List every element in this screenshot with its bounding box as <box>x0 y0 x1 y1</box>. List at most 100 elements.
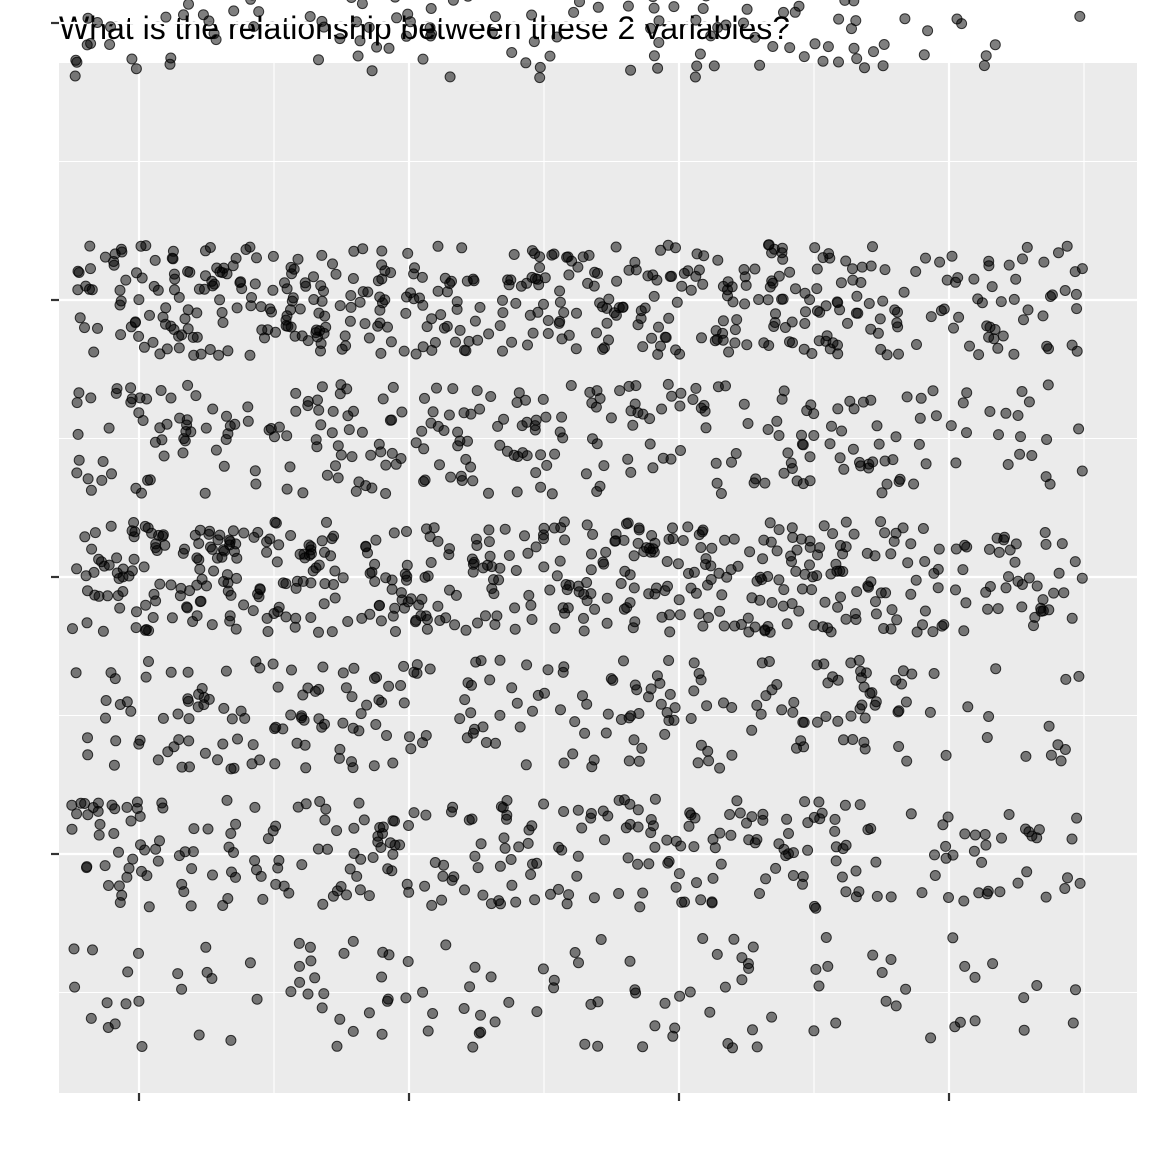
data-point <box>89 589 101 601</box>
data-point <box>370 719 382 730</box>
data-point <box>398 345 410 357</box>
data-point <box>165 666 177 678</box>
data-point <box>497 345 508 357</box>
data-point <box>1053 247 1064 259</box>
data-point <box>222 585 234 597</box>
data-point <box>426 344 438 356</box>
data-point <box>188 823 200 835</box>
data-point <box>328 579 339 590</box>
data-point <box>216 267 228 279</box>
data-point <box>408 293 420 305</box>
data-point <box>763 340 775 351</box>
data-point <box>427 406 439 418</box>
data-point <box>155 385 167 396</box>
data-point <box>808 1025 820 1037</box>
data-point <box>589 603 601 615</box>
data-point <box>73 454 85 466</box>
data-point <box>1066 833 1078 845</box>
data-point <box>522 339 533 351</box>
data-point <box>778 584 790 596</box>
data-point <box>818 520 830 532</box>
data-point <box>380 572 392 584</box>
data-point <box>758 534 770 546</box>
data-point <box>835 277 847 289</box>
data-point <box>142 522 154 534</box>
data-point <box>297 575 309 587</box>
data-point <box>131 796 143 808</box>
data-point <box>718 620 730 632</box>
data-point <box>804 451 816 463</box>
data-point <box>315 280 327 292</box>
data-point <box>347 762 359 774</box>
data-point <box>114 602 126 614</box>
data-point <box>911 339 922 350</box>
data-point <box>292 253 304 265</box>
data-point <box>549 622 561 634</box>
data-point <box>244 957 256 969</box>
data-point <box>179 846 191 858</box>
data-point <box>300 280 312 292</box>
data-point <box>203 693 215 705</box>
data-point <box>208 28 220 40</box>
data-point <box>810 963 822 975</box>
data-point <box>848 42 860 54</box>
data-point <box>902 557 914 569</box>
data-point <box>834 452 846 464</box>
data-point <box>847 734 859 745</box>
data-point <box>239 712 251 724</box>
data-point <box>724 809 736 820</box>
data-point <box>770 862 782 874</box>
data-point <box>714 762 726 774</box>
data-point <box>747 941 759 953</box>
data-point <box>160 302 172 314</box>
data-point <box>1053 567 1065 579</box>
data-point <box>1059 883 1071 894</box>
data-point <box>182 693 194 705</box>
data-point <box>880 995 892 1007</box>
data-point <box>667 533 679 545</box>
data-point <box>633 755 645 767</box>
data-point <box>290 582 302 594</box>
data-point <box>267 250 279 262</box>
data-point <box>527 327 539 339</box>
data-point <box>136 1041 148 1052</box>
data-point <box>499 842 511 854</box>
data-point <box>529 424 541 436</box>
data-point <box>284 461 296 473</box>
data-point <box>446 806 457 818</box>
data-point <box>791 544 803 556</box>
data-point <box>348 245 360 257</box>
data-point <box>798 741 810 753</box>
data-point <box>92 322 103 334</box>
data-point <box>797 878 808 890</box>
data-point <box>334 33 346 45</box>
data-point <box>538 298 549 310</box>
data-point <box>1052 739 1064 751</box>
data-point <box>126 53 138 65</box>
data-point <box>194 563 206 575</box>
data-point <box>395 587 407 599</box>
data-point <box>164 58 176 70</box>
data-point <box>537 393 549 405</box>
data-point <box>1067 1017 1079 1029</box>
data-point <box>857 396 869 408</box>
data-point <box>783 828 794 839</box>
data-point <box>632 804 644 816</box>
data-point <box>249 278 261 290</box>
data-point <box>703 612 714 623</box>
data-point <box>484 674 496 686</box>
data-point <box>984 406 996 417</box>
data-point <box>578 625 590 637</box>
data-point <box>225 828 237 839</box>
data-point <box>374 317 386 329</box>
data-point <box>557 432 569 444</box>
data-point <box>558 757 570 769</box>
data-point <box>270 878 282 890</box>
data-point <box>86 543 98 555</box>
data-point <box>1071 303 1083 315</box>
data-point <box>216 307 228 318</box>
data-point <box>154 578 166 590</box>
data-point <box>586 761 598 773</box>
data-point <box>1023 396 1035 408</box>
data-point <box>1018 992 1030 1004</box>
